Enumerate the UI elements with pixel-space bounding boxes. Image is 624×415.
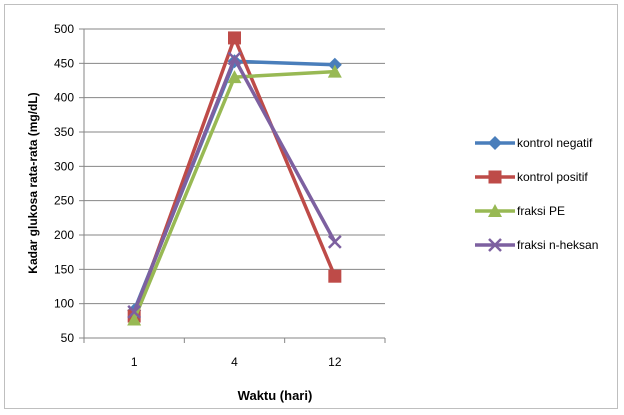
series-kontrol-negatif bbox=[127, 54, 342, 318]
legend-entry-kontrol-negatif: kontrol negatif bbox=[475, 136, 593, 150]
y-tick-label-300: 300 bbox=[54, 159, 74, 173]
series-lines bbox=[127, 31, 342, 326]
series-fraksi-n-heksan bbox=[127, 51, 342, 319]
x-tick-label-1: 1 bbox=[131, 355, 138, 369]
y-axis-label: Kadar glukosa rata-rata (mg/dL) bbox=[26, 92, 40, 273]
legend-marker-fraksi-pe bbox=[488, 204, 502, 217]
data-point-fraksi-n-heksan-4 bbox=[227, 51, 242, 66]
y-tick-label-50: 50 bbox=[61, 331, 75, 345]
y-tick-label-400: 400 bbox=[54, 91, 74, 105]
x-tick-label-12: 12 bbox=[328, 355, 342, 369]
data-point-fraksi-pe-4 bbox=[227, 70, 242, 84]
y-tick-label-100: 100 bbox=[54, 297, 74, 311]
legend-marker-fraksi-n-heksan-stroke-b bbox=[488, 238, 502, 252]
data-point-fraksi-n-heksan-1 bbox=[127, 305, 142, 319]
y-tick-label-200: 200 bbox=[54, 228, 74, 242]
legend-entry-fraksi-n-heksan: fraksi n-heksan bbox=[475, 238, 598, 252]
legend-label-fraksi-pe: fraksi PE bbox=[517, 204, 565, 218]
y-tick-label-250: 250 bbox=[54, 194, 74, 208]
chart-frame: 50 100 150 200 250 300 350 400 450 500 1 4 12 Waktu… bbox=[4, 4, 618, 409]
y-tick-label-450: 450 bbox=[54, 56, 74, 70]
y-tick-label-150: 150 bbox=[54, 262, 74, 276]
legend-label-fraksi-n-heksan: fraksi n-heksan bbox=[517, 238, 598, 252]
legend-entry-fraksi-pe: fraksi PE bbox=[475, 204, 565, 218]
legend-marker-kontrol-negatif bbox=[488, 136, 502, 150]
axes bbox=[79, 28, 386, 343]
data-point-fraksi-pe-1 bbox=[127, 312, 142, 326]
data-point-kontrol-positif-12 bbox=[328, 269, 342, 283]
data-point-fraksi-n-heksan-12 bbox=[327, 234, 342, 249]
series-line-fraksi-pe bbox=[132, 69, 335, 321]
data-point-fraksi-n-heksan-1-stroke-b bbox=[127, 305, 142, 319]
data-point-kontrol-positif-4 bbox=[228, 31, 241, 45]
legend-marker-kontrol-positif bbox=[488, 170, 502, 184]
legend-label-kontrol-positif: kontrol positif bbox=[517, 170, 588, 184]
data-point-fraksi-n-heksan-4-stroke-b bbox=[227, 51, 242, 66]
legend-label-kontrol-negatif: kontrol negatif bbox=[517, 136, 593, 150]
y-tick-label-500: 500 bbox=[54, 22, 74, 36]
legend-marker-fraksi-n-heksan bbox=[488, 238, 502, 252]
y-tick-labels: 50 100 150 200 250 300 350 400 450 500 bbox=[54, 22, 74, 345]
data-point-fraksi-n-heksan-12-stroke-b bbox=[327, 234, 342, 249]
legend: kontrol negatif kontrol positif fraksi PE f… bbox=[475, 136, 598, 252]
x-tick-labels: 1 4 12 bbox=[131, 355, 342, 369]
series-fraksi-pe bbox=[127, 64, 342, 326]
x-axis-label: Waktu (hari) bbox=[238, 388, 313, 403]
data-point-fraksi-pe-12 bbox=[327, 64, 342, 78]
x-tick-label-4: 4 bbox=[231, 355, 238, 369]
y-tick-label-350: 350 bbox=[54, 125, 74, 139]
legend-entry-kontrol-positif: kontrol positif bbox=[475, 170, 588, 184]
series-line-fraksi-n-heksan bbox=[132, 56, 337, 313]
line-chart: 50 100 150 200 250 300 350 400 450 500 1 4 12 Waktu… bbox=[26, 22, 598, 403]
gridlines bbox=[84, 28, 385, 305]
